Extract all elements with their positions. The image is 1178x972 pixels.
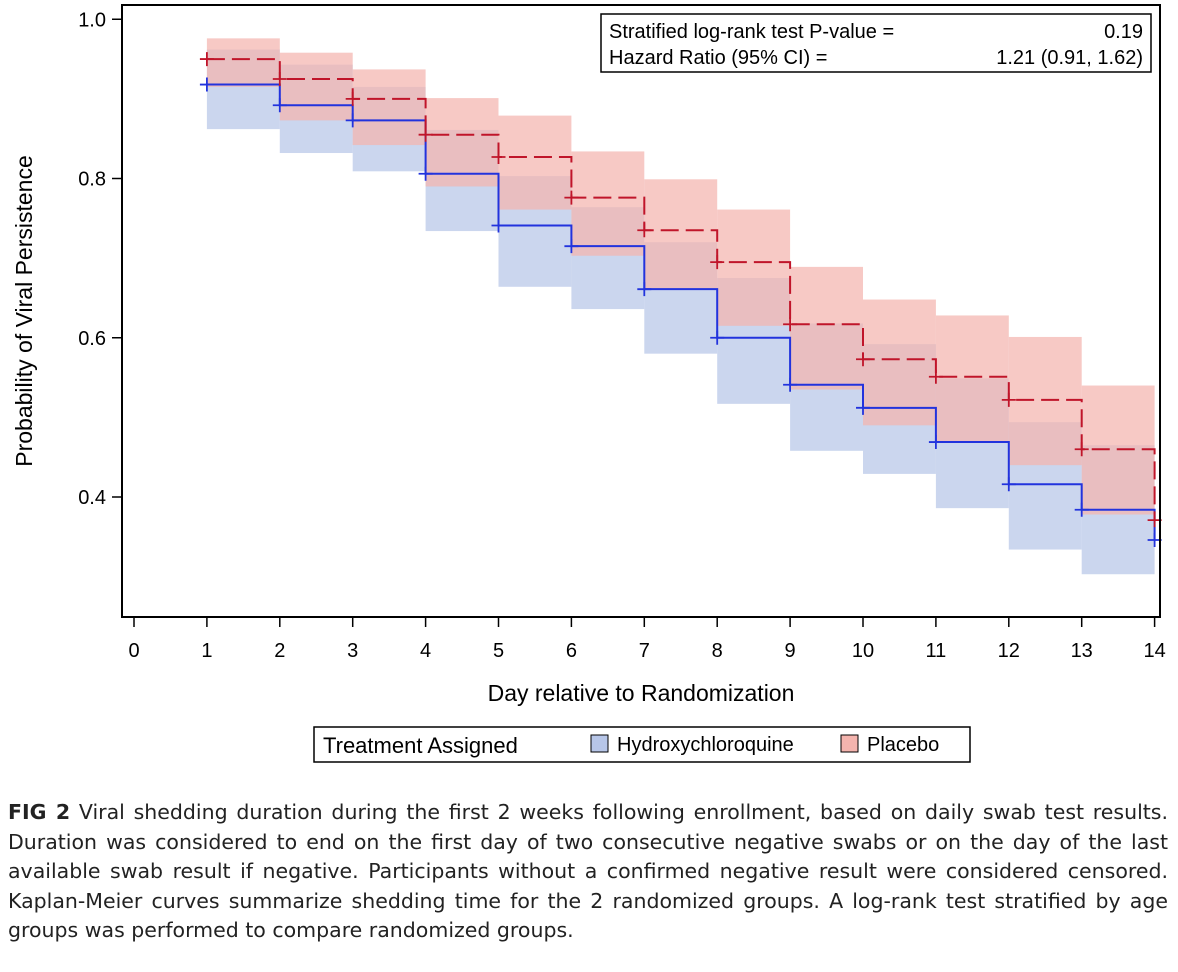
legend-label-placebo: Placebo <box>867 734 939 756</box>
censor-mark-placebo <box>199 52 214 67</box>
ci-band-placebo <box>717 209 791 326</box>
ci-band-placebo <box>352 69 426 146</box>
ci-band-placebo <box>279 52 353 121</box>
censor-mark-hydroxychloroquine <box>783 377 798 392</box>
censor-mark-hydroxychloroquine <box>564 239 579 254</box>
y-tick-label: 0.8 <box>78 169 106 191</box>
censor-mark-hydroxychloroquine <box>856 400 870 415</box>
figure-caption-text: Viral shedding duration during the first… <box>8 800 1168 942</box>
x-tick-label: 12 <box>998 640 1020 662</box>
censor-mark-hydroxychloroquine <box>928 435 943 450</box>
axes: 0 1 2 3 4 5 6 7 8 9 10 11 12 13 140.40.60.81.0 <box>78 9 1166 662</box>
censor-mark-placebo <box>783 317 798 332</box>
censor-mark-hydroxychloroquine <box>199 77 214 92</box>
kaplan-meier-figure: 0 1 2 3 4 5 6 7 8 9 10 11 12 13 140.40.60.81.0 Probabi… <box>11 4 1166 763</box>
censor-mark-placebo <box>1074 442 1089 457</box>
censor-mark-placebo <box>418 127 433 142</box>
ci-band-placebo <box>644 179 718 290</box>
survival-curves <box>199 52 1162 547</box>
legend-title: Treatment Assigned <box>323 733 518 758</box>
x-tick-label: 4 <box>420 640 431 662</box>
pvalue-value: 0.19 <box>1104 21 1143 43</box>
ci-band-placebo <box>790 266 863 390</box>
x-tick-label: 7 <box>639 640 650 662</box>
ci-band-placebo <box>863 299 936 426</box>
legend: Treatment Assigned Hydroxychloroquine Pl… <box>313 726 971 763</box>
censor-mark-hydroxychloroquine <box>710 330 725 345</box>
ci-band-placebo <box>1008 336 1082 466</box>
censor-mark-hydroxychloroquine <box>637 282 652 297</box>
x-tick-label: 3 <box>347 640 358 662</box>
ci-band-placebo <box>571 151 645 256</box>
censor-mark-placebo <box>1001 392 1016 407</box>
confidence-bands <box>206 38 1155 575</box>
legend-frame <box>313 726 971 763</box>
pvalue-label: Stratified log-rank test P-value = <box>609 21 894 43</box>
censor-mark-hydroxychloroquine <box>345 113 360 128</box>
x-tick-label: 0 <box>128 640 139 662</box>
figure-label: FIG 2 <box>8 800 71 824</box>
x-tick-label: 1 <box>201 640 212 662</box>
legend-label-hydroxychloroquine: Hydroxychloroquine <box>617 734 794 756</box>
y-tick-label: 1.0 <box>78 9 106 31</box>
censor-mark-placebo <box>345 91 360 106</box>
x-tick-label: 10 <box>852 640 874 662</box>
censor-mark-placebo <box>491 150 506 165</box>
x-tick-label: 9 <box>785 640 796 662</box>
inset-stats-table: Stratified log-rank test P-value = 0.19 … <box>600 13 1152 73</box>
survival-curve-placebo <box>206 58 1156 521</box>
censor-mark-hydroxychloroquine <box>418 166 433 181</box>
hazard-ratio-label: Hazard Ratio (95% CI) = <box>609 47 827 69</box>
censor-mark-hydroxychloroquine <box>491 218 506 233</box>
ci-band-placebo <box>935 315 1009 442</box>
x-axis-label: Day relative to Randomization <box>488 680 795 706</box>
plot-frame <box>121 4 1161 618</box>
censor-mark-placebo <box>564 190 579 205</box>
legend-swatch-hydroxychloroquine <box>590 734 609 753</box>
x-tick-label: 5 <box>493 640 504 662</box>
censor-mark-placebo <box>928 369 943 384</box>
x-tick-label: 8 <box>712 640 723 662</box>
censor-mark-placebo <box>856 352 870 367</box>
ci-band-placebo <box>425 98 499 187</box>
censor-mark-hydroxychloroquine <box>1001 477 1016 492</box>
survival-curve-hydroxychloroquine <box>206 83 1156 540</box>
x-tick-label: 14 <box>1143 640 1165 662</box>
figure-caption: FIG 2 Viral shedding duration during the… <box>8 798 1168 946</box>
hazard-ratio-value: 1.21 (0.91, 1.62) <box>996 47 1143 69</box>
y-tick-label: 0.4 <box>78 487 106 509</box>
y-tick-label: 0.6 <box>78 328 106 350</box>
censor-mark-placebo <box>637 223 652 238</box>
censor-mark-placebo <box>272 71 287 86</box>
x-tick-label: 11 <box>926 640 947 662</box>
censor-mark-hydroxychloroquine <box>1074 502 1089 517</box>
ci-band-placebo <box>206 38 280 87</box>
x-tick-label: 2 <box>274 640 285 662</box>
x-tick-label: 13 <box>1071 640 1093 662</box>
censor-mark-hydroxychloroquine <box>272 98 287 113</box>
legend-swatch-placebo <box>840 734 859 753</box>
x-tick-label: 6 <box>566 640 577 662</box>
y-axis-label: Probability of Viral Persistence <box>11 155 37 467</box>
ci-band-placebo <box>498 115 572 210</box>
censor-mark-placebo <box>710 255 725 270</box>
